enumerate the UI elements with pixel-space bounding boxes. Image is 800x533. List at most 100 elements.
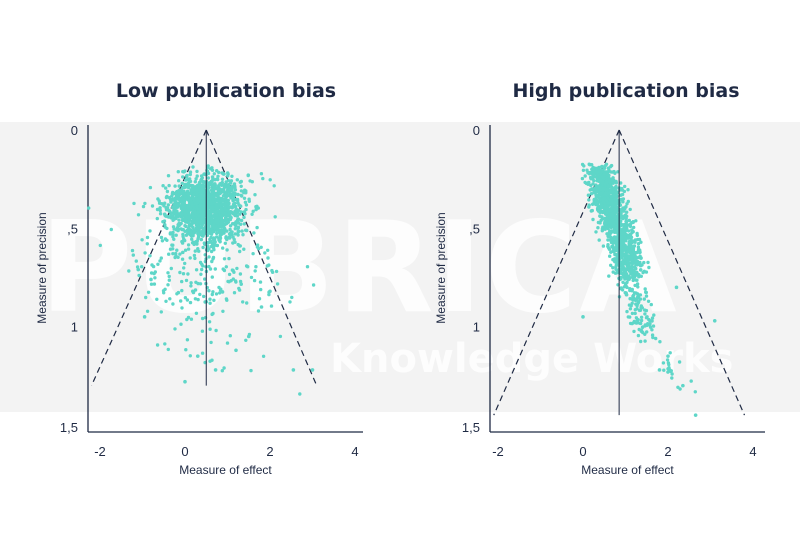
- data-point: [175, 292, 179, 296]
- data-point: [247, 197, 251, 201]
- data-point: [228, 217, 233, 222]
- data-point: [209, 179, 213, 184]
- data-point: [219, 290, 223, 294]
- data-point: [621, 261, 625, 265]
- data-point: [669, 369, 673, 373]
- funnel-right-boundary: [618, 129, 746, 416]
- data-point: [164, 299, 168, 303]
- data-point: [618, 244, 623, 249]
- data-point: [273, 215, 277, 219]
- data-point: [207, 264, 211, 269]
- data-point: [152, 282, 157, 286]
- data-point: [194, 177, 198, 181]
- data-point: [582, 164, 586, 168]
- data-point: [218, 237, 222, 241]
- data-point: [613, 215, 617, 220]
- data-point: [169, 266, 173, 271]
- data-point: [158, 212, 163, 216]
- data-point: [212, 200, 216, 204]
- data-point: [176, 255, 180, 259]
- data-point: [181, 272, 186, 276]
- data-point: [175, 202, 179, 206]
- data-point: [155, 216, 159, 221]
- data-point: [230, 222, 235, 226]
- data-point: [136, 267, 141, 272]
- data-point: [670, 372, 674, 376]
- data-point: [220, 232, 224, 236]
- data-point: [165, 206, 170, 210]
- data-point: [611, 176, 615, 180]
- data-point: [616, 207, 621, 212]
- data-point: [612, 246, 616, 250]
- data-point: [223, 204, 227, 209]
- data-point: [619, 211, 623, 215]
- data-point: [211, 230, 216, 234]
- data-point: [183, 217, 188, 222]
- data-point: [626, 229, 631, 233]
- data-point: [199, 177, 204, 181]
- y-tick-label: 0: [71, 123, 78, 138]
- data-point: [203, 242, 207, 246]
- data-point: [216, 216, 221, 220]
- data-point: [256, 309, 261, 313]
- data-point: [169, 216, 173, 220]
- data-point: [194, 268, 199, 272]
- data-point: [156, 197, 160, 201]
- data-point: [171, 252, 175, 256]
- data-point: [163, 212, 167, 216]
- data-point: [183, 195, 188, 199]
- data-point: [603, 193, 607, 197]
- data-point: [171, 235, 175, 239]
- data-point: [209, 167, 213, 171]
- data-point: [235, 266, 239, 271]
- data-point: [192, 199, 196, 203]
- data-point: [197, 249, 201, 253]
- data-point: [602, 206, 606, 210]
- data-point: [712, 318, 717, 323]
- data-point: [243, 200, 248, 204]
- data-point: [619, 276, 623, 281]
- data-point: [648, 322, 652, 326]
- data-point: [197, 210, 202, 214]
- data-point: [587, 198, 591, 202]
- data-point: [184, 184, 188, 188]
- data-point: [193, 180, 197, 184]
- data-point: [613, 271, 618, 275]
- data-point: [614, 186, 618, 190]
- data-point: [666, 354, 670, 358]
- data-point: [646, 260, 650, 265]
- data-point: [646, 299, 651, 303]
- data-point: [239, 282, 243, 286]
- data-point: [221, 246, 225, 250]
- data-point: [200, 316, 205, 321]
- data-point: [253, 269, 257, 273]
- data-point: [259, 305, 264, 309]
- data-point: [226, 171, 230, 175]
- data-point: [203, 172, 208, 177]
- data-point: [208, 301, 212, 305]
- data-point: [163, 237, 168, 241]
- data-point: [609, 188, 613, 192]
- data-point: [211, 311, 215, 316]
- data-point: [185, 175, 189, 179]
- data-point: [171, 197, 175, 201]
- data-point: [613, 260, 617, 264]
- data-point: [199, 272, 203, 276]
- scatter-points: [87, 164, 316, 396]
- chart-panel-2: High publication bias -2 0 2 4 0 ,5 1 1,5 Measure…: [434, 80, 765, 477]
- data-point: [183, 296, 188, 300]
- data-point: [623, 243, 627, 247]
- data-point: [167, 209, 171, 213]
- data-point: [228, 334, 232, 338]
- data-point: [232, 237, 236, 242]
- data-point: [630, 251, 635, 255]
- data-point: [183, 213, 188, 217]
- data-point: [598, 214, 602, 218]
- data-point: [657, 368, 662, 372]
- data-point: [650, 328, 654, 332]
- data-point: [239, 210, 243, 214]
- data-point: [620, 264, 625, 268]
- data-point: [244, 338, 248, 342]
- data-point: [639, 318, 644, 323]
- data-point: [624, 236, 628, 241]
